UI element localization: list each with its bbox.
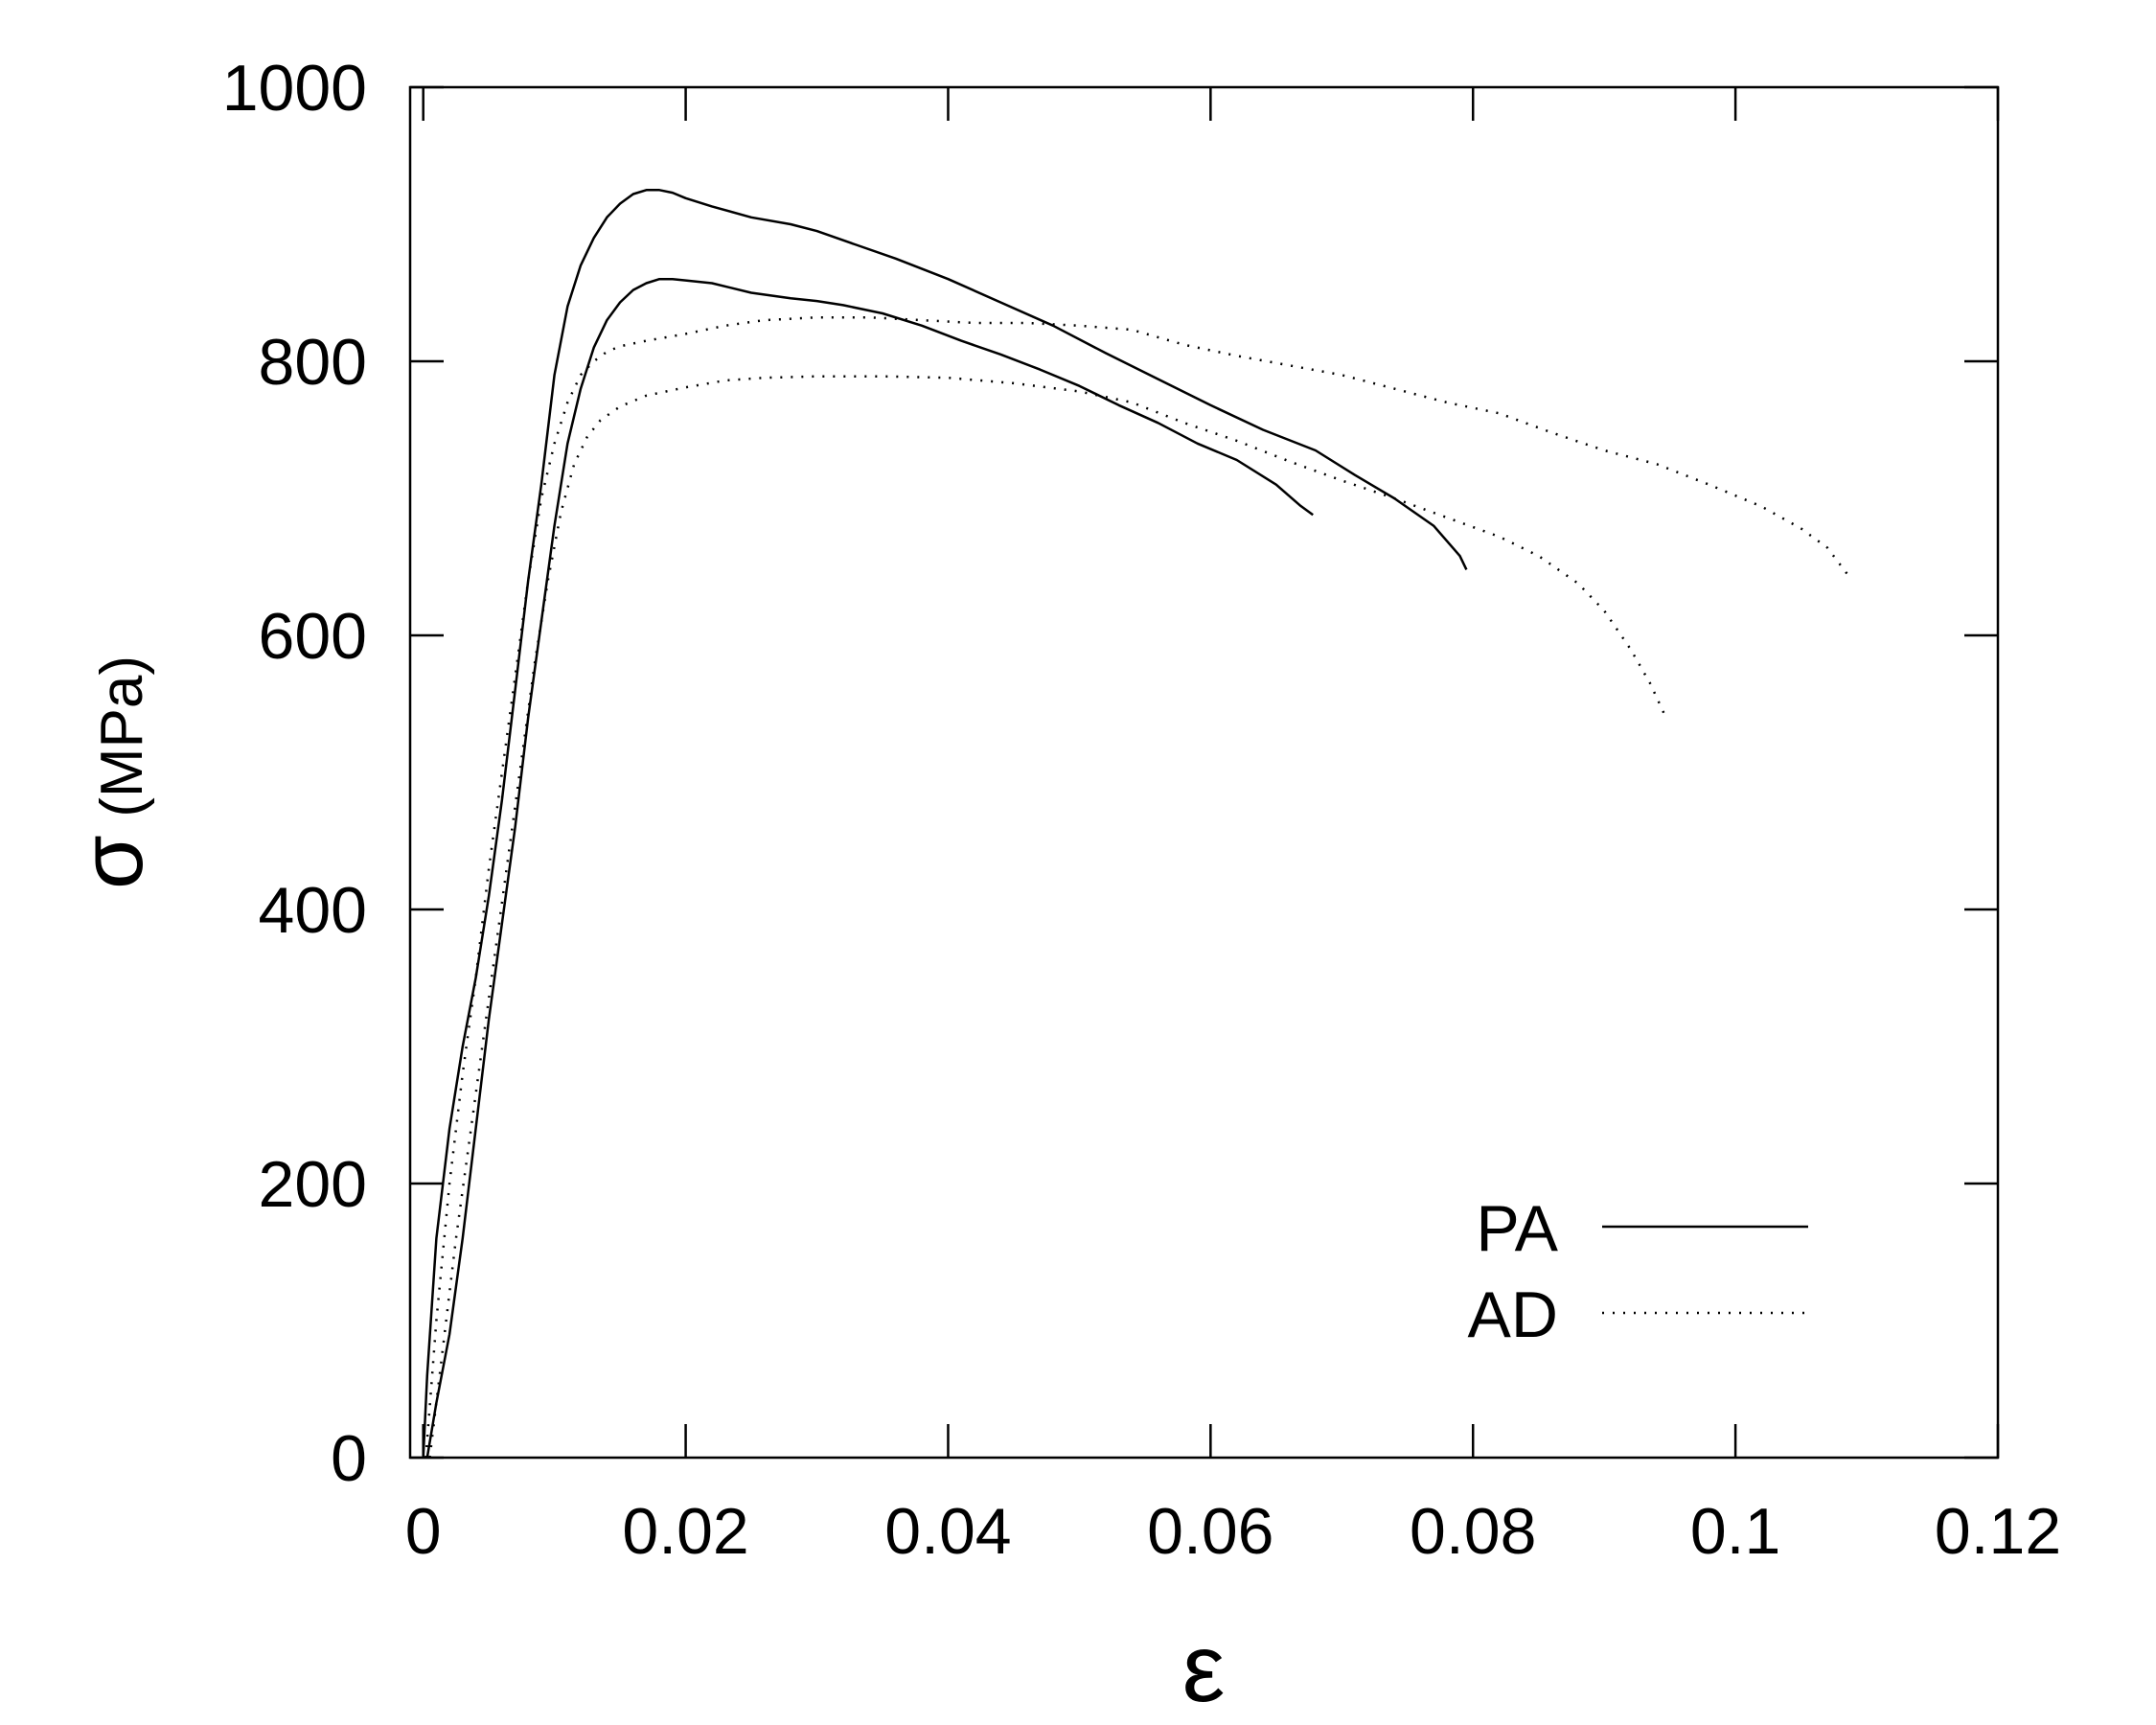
x-tick-label: 0.1 xyxy=(1690,1495,1781,1568)
legend-label-pa: PA xyxy=(1476,1192,1558,1265)
svg-text:σ (MPa): σ (MPa) xyxy=(63,656,161,889)
plot-frame xyxy=(408,85,2000,1460)
x-tick-label: 0.06 xyxy=(1147,1495,1273,1568)
y-axis-symbol: σ xyxy=(63,835,161,889)
y-tick-label: 400 xyxy=(259,874,367,947)
plot-curves xyxy=(422,189,1848,1459)
x-tick-label: 0.12 xyxy=(1935,1495,2061,1568)
x-tick-label: 0.04 xyxy=(884,1495,1011,1568)
series-line-pa-1 xyxy=(422,189,1468,1459)
y-tick-label: 0 xyxy=(331,1422,367,1495)
series-line-ad-3 xyxy=(424,315,1848,1459)
axis-ticks: 0 0.02 0.04 0.06 0.08 0.1 0.12 0 200 400 600 800 100… xyxy=(222,52,2061,1568)
legend: PA AD xyxy=(1468,1192,1808,1351)
x-axis-title: ε xyxy=(1182,1615,1226,1722)
x-tick-label: 0.02 xyxy=(622,1495,748,1568)
y-axis-title: σ (MPa) xyxy=(63,656,161,889)
y-tick-label: 600 xyxy=(259,600,367,673)
y-axis-unit: (MPa) xyxy=(89,656,155,817)
series-line-pa-2 xyxy=(425,277,1314,1459)
y-tick-label: 1000 xyxy=(222,52,367,125)
y-tick-label: 800 xyxy=(259,326,367,399)
legend-label-ad: AD xyxy=(1468,1278,1558,1351)
y-tick-label: 200 xyxy=(259,1148,367,1221)
x-tick-label: 0 xyxy=(405,1495,442,1568)
x-tick-label: 0.08 xyxy=(1410,1495,1536,1568)
